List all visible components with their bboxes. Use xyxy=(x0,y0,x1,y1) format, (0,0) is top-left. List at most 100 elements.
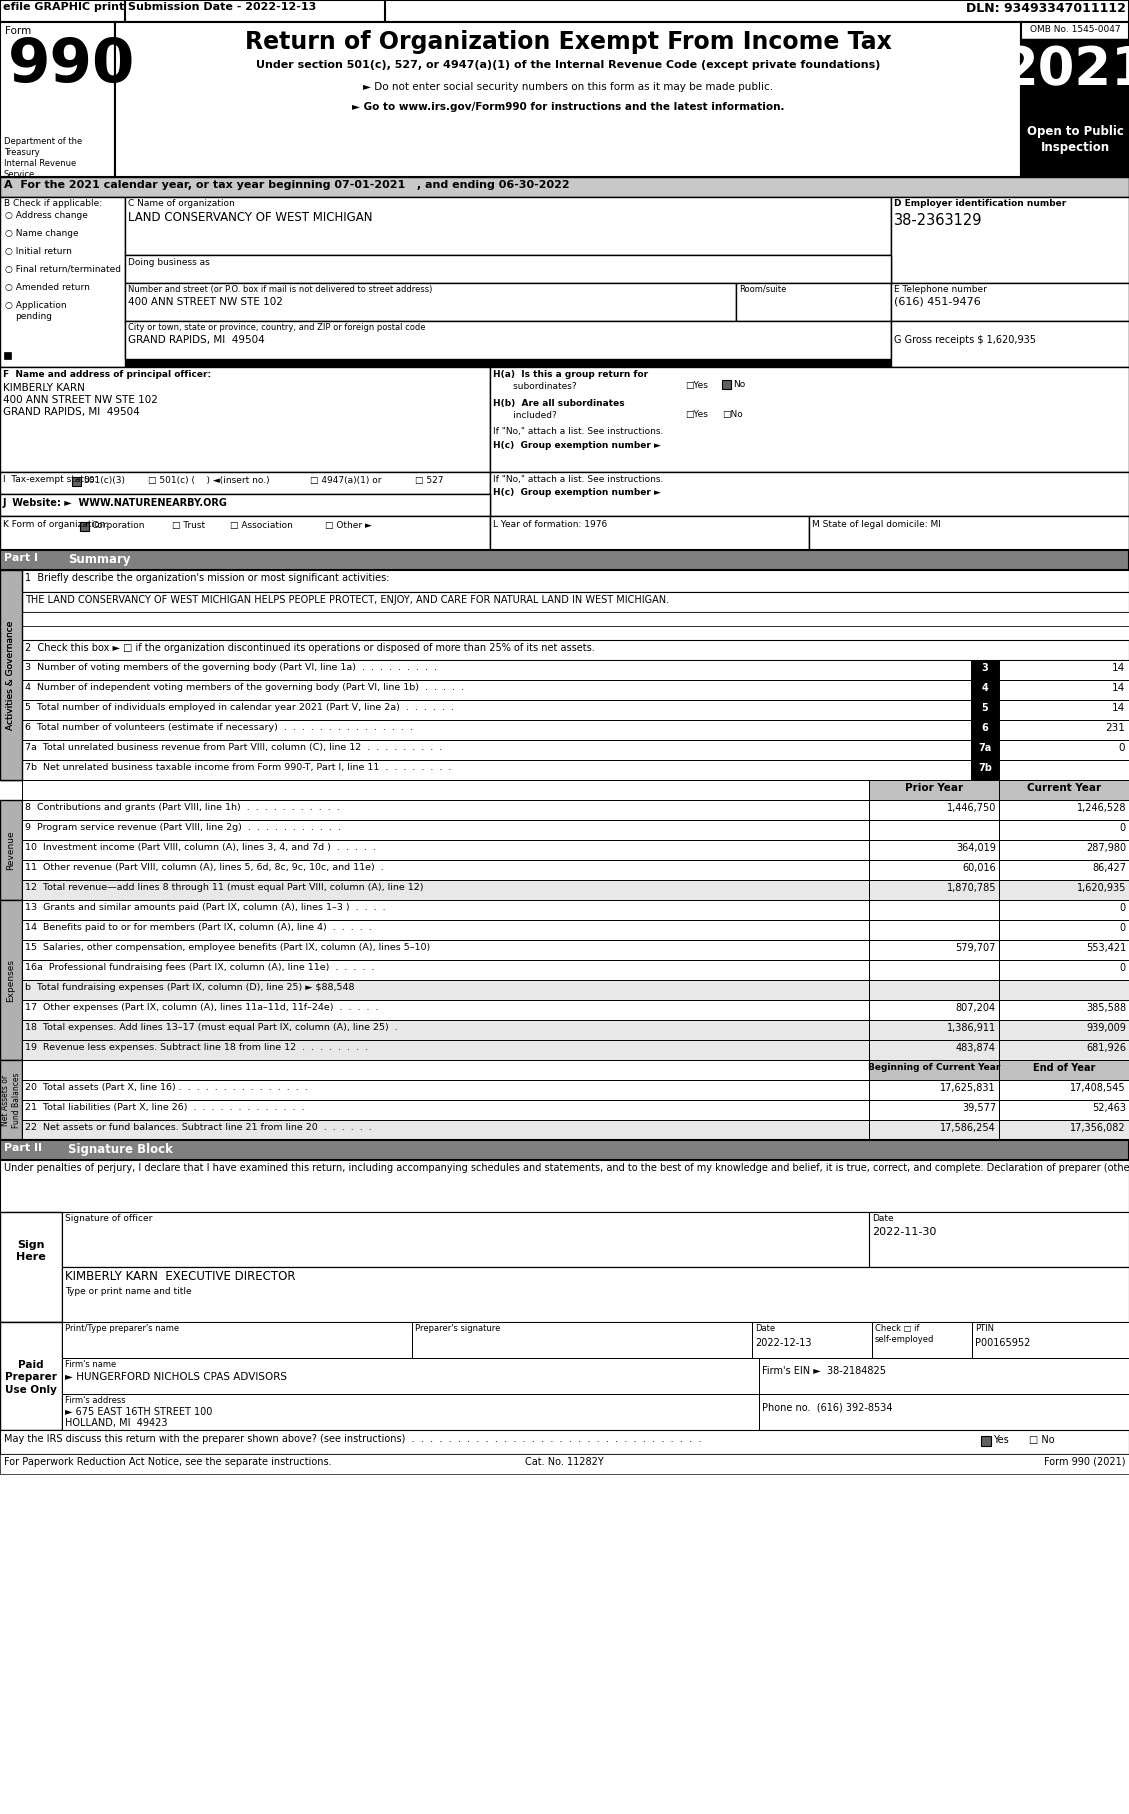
Text: 22  Net assets or fund balances. Subtract line 21 from line 20  .  .  .  .  .  .: 22 Net assets or fund balances. Subtract… xyxy=(25,1123,371,1132)
Bar xyxy=(21,1019,869,1039)
Text: G Gross receipts $ 1,620,935: G Gross receipts $ 1,620,935 xyxy=(894,336,1036,345)
Text: Part I: Part I xyxy=(5,553,38,562)
Bar xyxy=(21,1119,869,1139)
Bar xyxy=(21,840,869,860)
Text: 38-2363129: 38-2363129 xyxy=(894,212,982,229)
Text: C Name of organization: C Name of organization xyxy=(128,200,235,209)
Bar xyxy=(21,920,869,940)
Bar xyxy=(869,1000,999,1019)
Text: If "No," attach a list. See instructions.: If "No," attach a list. See instructions… xyxy=(493,426,664,435)
Text: Corporation: Corporation xyxy=(91,521,145,530)
Bar xyxy=(62,1266,1129,1322)
Bar xyxy=(869,940,999,960)
Text: ► Do not enter social security numbers on this form as it may be made public.: ► Do not enter social security numbers o… xyxy=(362,82,773,93)
Text: Return of Organization Exempt From Income Tax: Return of Organization Exempt From Incom… xyxy=(245,31,892,54)
Bar xyxy=(0,22,115,178)
Text: 990: 990 xyxy=(8,36,135,94)
Text: For Paperwork Reduction Act Notice, see the separate instructions.: For Paperwork Reduction Act Notice, see … xyxy=(5,1457,332,1468)
Bar xyxy=(999,920,1129,940)
Bar xyxy=(999,900,1129,920)
Text: Submission Date - 2022-12-13: Submission Date - 2022-12-13 xyxy=(128,2,316,13)
Bar xyxy=(0,1455,1129,1475)
Text: ○ Application: ○ Application xyxy=(5,301,67,310)
Text: 4: 4 xyxy=(981,684,988,693)
Text: Doing business as: Doing business as xyxy=(128,258,210,267)
Text: 21  Total liabilities (Part X, line 26)  .  .  .  .  .  .  .  .  .  .  .  .  .: 21 Total liabilities (Part X, line 26) .… xyxy=(25,1103,305,1112)
Text: □Yes: □Yes xyxy=(685,381,708,390)
Bar xyxy=(869,980,999,1000)
Text: 8  Contributions and grants (Part VIII, line 1h)  .  .  .  .  .  .  .  .  .  .  : 8 Contributions and grants (Part VIII, l… xyxy=(25,804,340,813)
Text: □ Association: □ Association xyxy=(230,521,292,530)
Text: LAND CONSERVANCY OF WEST MICHIGAN: LAND CONSERVANCY OF WEST MICHIGAN xyxy=(128,210,373,223)
Text: H(c)  Group exemption number ►: H(c) Group exemption number ► xyxy=(493,488,660,497)
Bar xyxy=(759,1359,1129,1393)
Text: Net Assets or
Fund Balances: Net Assets or Fund Balances xyxy=(1,1072,20,1128)
Bar xyxy=(999,1000,1129,1019)
Text: HOLLAND, MI  49423: HOLLAND, MI 49423 xyxy=(65,1419,167,1428)
Text: 15  Salaries, other compensation, employee benefits (Part IX, column (A), lines : 15 Salaries, other compensation, employe… xyxy=(25,943,430,952)
Text: □ Trust: □ Trust xyxy=(172,521,205,530)
Text: OMB No. 1545-0047: OMB No. 1545-0047 xyxy=(1030,25,1120,34)
Text: 5  Total number of individuals employed in calendar year 2021 (Part V, line 2a) : 5 Total number of individuals employed i… xyxy=(25,704,454,713)
Bar xyxy=(999,840,1129,860)
Bar xyxy=(999,760,1129,780)
Text: 10  Investment income (Part VIII, column (A), lines 3, 4, and 7d )  .  .  .  .  : 10 Investment income (Part VIII, column … xyxy=(25,844,376,853)
Bar xyxy=(869,1019,999,1039)
Bar xyxy=(5,352,11,359)
Bar xyxy=(1021,114,1129,178)
Text: Open to Public
Inspection: Open to Public Inspection xyxy=(1026,125,1123,154)
Text: □ 501(c) (    ) ◄(insert no.): □ 501(c) ( ) ◄(insert no.) xyxy=(148,475,270,484)
Text: 1,620,935: 1,620,935 xyxy=(1077,883,1126,892)
Text: ► 675 EAST 16TH STREET 100: ► 675 EAST 16TH STREET 100 xyxy=(65,1408,212,1417)
Text: 553,421: 553,421 xyxy=(1086,943,1126,952)
Bar xyxy=(971,760,999,780)
Text: 6: 6 xyxy=(981,724,988,733)
Text: 0: 0 xyxy=(1120,903,1126,912)
Text: Part II: Part II xyxy=(5,1143,42,1154)
Bar xyxy=(999,940,1129,960)
Bar xyxy=(971,720,999,740)
Text: 39,577: 39,577 xyxy=(962,1103,996,1114)
Text: F  Name and address of principal officer:: F Name and address of principal officer: xyxy=(3,370,211,379)
Text: B Check if applicable:: B Check if applicable: xyxy=(5,200,102,209)
Bar xyxy=(0,550,1129,570)
Bar xyxy=(21,660,971,680)
Bar xyxy=(999,660,1129,680)
Text: H(b)  Are all subordinates: H(b) Are all subordinates xyxy=(493,399,624,408)
Text: 12  Total revenue—add lines 8 through 11 (must equal Part VIII, column (A), line: 12 Total revenue—add lines 8 through 11 … xyxy=(25,883,423,892)
Text: 7a  Total unrelated business revenue from Part VIII, column (C), line 12  .  .  : 7a Total unrelated business revenue from… xyxy=(25,744,443,753)
Text: 9  Program service revenue (Part VIII, line 2g)  .  .  .  .  .  .  .  .  .  .  .: 9 Program service revenue (Part VIII, li… xyxy=(25,824,341,833)
Text: Paid
Preparer
Use Only: Paid Preparer Use Only xyxy=(5,1360,56,1395)
Bar xyxy=(21,800,869,820)
Bar xyxy=(21,1039,869,1059)
Text: 4  Number of independent voting members of the governing body (Part VI, line 1b): 4 Number of independent voting members o… xyxy=(25,684,464,691)
Bar xyxy=(0,0,1129,22)
Text: 2021: 2021 xyxy=(1001,44,1129,96)
Text: ► Go to www.irs.gov/Form990 for instructions and the latest information.: ► Go to www.irs.gov/Form990 for instruct… xyxy=(352,102,785,112)
Bar xyxy=(21,860,869,880)
Text: Print/Type preparer's name: Print/Type preparer's name xyxy=(65,1324,180,1333)
Text: Under penalties of perjury, I declare that I have examined this return, includin: Under penalties of perjury, I declare th… xyxy=(5,1163,1129,1174)
Bar xyxy=(125,321,891,359)
Bar xyxy=(972,1322,1129,1359)
Bar xyxy=(999,1019,1129,1039)
Text: Revenue: Revenue xyxy=(7,831,16,869)
Bar xyxy=(999,980,1129,1000)
Bar xyxy=(125,283,736,321)
Bar xyxy=(869,1099,999,1119)
Text: Prior Year: Prior Year xyxy=(905,784,963,793)
Bar xyxy=(21,780,869,800)
Text: KIMBERLY KARN: KIMBERLY KARN xyxy=(3,383,85,394)
Bar xyxy=(999,680,1129,700)
Bar xyxy=(125,359,891,366)
Text: If "No," attach a list. See instructions.: If "No," attach a list. See instructions… xyxy=(493,475,664,484)
Bar xyxy=(869,800,999,820)
Bar xyxy=(21,1059,869,1079)
Text: 1  Briefly describe the organization's mission or most significant activities:: 1 Briefly describe the organization's mi… xyxy=(25,573,390,582)
Bar xyxy=(62,1359,759,1393)
Bar xyxy=(0,1212,62,1322)
Text: □ 4947(a)(1) or: □ 4947(a)(1) or xyxy=(310,475,382,484)
Text: 807,204: 807,204 xyxy=(956,1003,996,1012)
Text: Phone no.  (616) 392-8534: Phone no. (616) 392-8534 xyxy=(762,1402,893,1411)
Bar xyxy=(736,283,891,321)
